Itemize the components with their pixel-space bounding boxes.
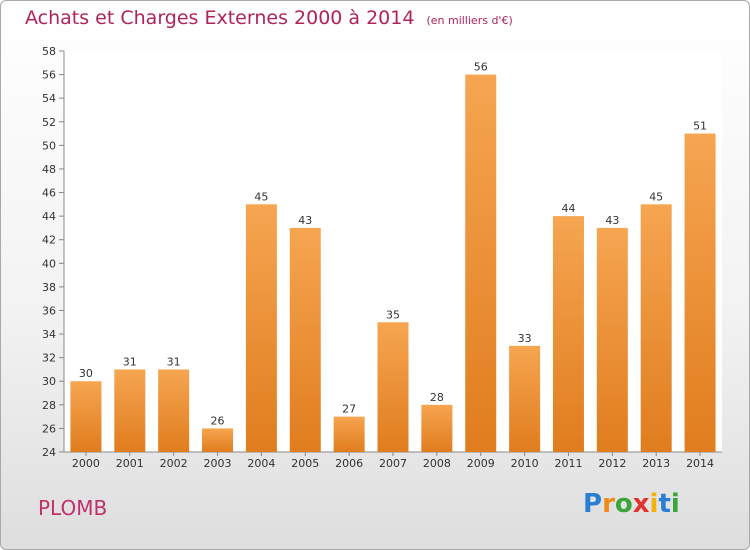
bar-2003 [202,428,234,452]
x-tick-label-2014: 2014 [686,457,714,470]
data-label-2008: 28 [430,391,444,404]
bar-2008 [421,404,453,452]
data-label-2003: 26 [211,414,225,427]
data-label-2001: 31 [123,355,137,368]
data-label-2000: 30 [79,367,93,380]
bar-2011 [552,216,584,452]
proxiti-logo: Proxiti [583,489,680,519]
y-tick-label: 58 [42,45,56,58]
logo-letter: P [583,489,603,519]
data-label-2013: 45 [649,190,663,203]
y-tick-label: 38 [42,281,56,294]
y-tick-label: 26 [42,422,56,435]
bar-2009 [465,74,497,453]
data-label-2012: 43 [605,214,619,227]
y-tick-label: 32 [42,352,56,365]
x-tick-label-2000: 2000 [72,457,100,470]
y-tick-label: 28 [42,399,56,412]
x-tick-label-2002: 2002 [160,457,188,470]
data-label-2002: 31 [167,355,181,368]
commune-label: PLOMB [38,496,108,520]
y-tick-label: 54 [42,92,56,105]
x-tick-label-2005: 2005 [291,457,319,470]
data-label-2007: 35 [386,308,400,321]
logo-letter: i [670,489,680,519]
y-tick-label: 24 [42,446,56,459]
data-label-2011: 44 [561,202,575,215]
x-tick-label-2012: 2012 [598,457,626,470]
bar-2002 [158,369,190,452]
title-row: Achats et Charges Externes 2000 à 2014 (… [25,7,513,29]
chart-subtitle: (en milliers d'€) [426,14,513,27]
bar-2010 [509,345,541,452]
x-tick-label-2003: 2003 [204,457,232,470]
y-tick-label: 30 [42,375,56,388]
bar-2012 [596,227,628,452]
bar-2000 [70,381,102,452]
y-tick-label: 52 [42,116,56,129]
y-tick-label: 36 [42,304,56,317]
x-tick-label-2007: 2007 [379,457,407,470]
data-label-2006: 27 [342,403,356,416]
data-label-2004: 45 [254,190,268,203]
data-label-2010: 33 [518,332,532,345]
y-tick-label: 44 [42,210,56,223]
y-tick-label: 42 [42,234,56,247]
bar-2006 [333,416,365,452]
x-tick-label-2013: 2013 [642,457,670,470]
x-tick-label-2011: 2011 [554,457,582,470]
x-tick-label-2010: 2010 [511,457,539,470]
bar-2004 [245,204,277,452]
bar-2005 [289,227,321,452]
bar-2013 [640,204,672,452]
bar-2014 [684,133,716,452]
y-tick-label: 46 [42,187,56,200]
x-tick-label-2004: 2004 [247,457,275,470]
y-tick-label: 50 [42,139,56,152]
y-tick-label: 56 [42,69,56,82]
x-tick-label-2009: 2009 [467,457,495,470]
logo-letter: r [602,489,615,519]
logo-letter: i [649,489,659,519]
bar-2007 [377,322,409,452]
data-label-2005: 43 [298,214,312,227]
data-label-2009: 56 [474,61,488,74]
logo-letter: o [614,489,633,519]
x-tick-label-2001: 2001 [116,457,144,470]
y-tick-label: 34 [42,328,56,341]
logo-letter: t [658,489,671,519]
chart-title: Achats et Charges Externes 2000 à 2014 [25,7,415,29]
x-tick-label-2006: 2006 [335,457,363,470]
y-tick-label: 48 [42,163,56,176]
bar-2001 [114,369,146,452]
y-tick-label: 40 [42,257,56,270]
logo-letter: x [632,489,650,519]
data-label-2014: 51 [693,120,707,133]
x-tick-label-2008: 2008 [423,457,451,470]
